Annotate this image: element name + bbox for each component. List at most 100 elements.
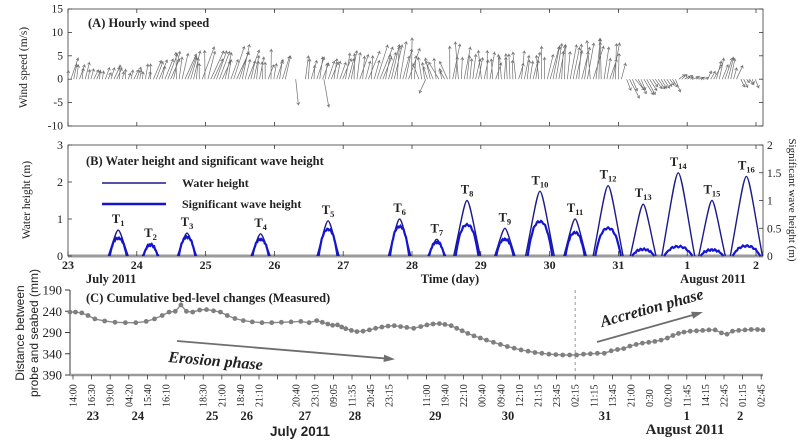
- panel-b-day-label: 30: [544, 258, 556, 272]
- panel-a-axes: [67, 8, 763, 127]
- water-height-curve: [698, 199, 726, 257]
- panel-b-right-ytick-label: 2: [767, 140, 773, 152]
- water-height-curve: [629, 203, 657, 257]
- panel-b-ylabel-right: Significant wave height (m): [786, 138, 798, 261]
- panel-c-time-label: 02:00: [664, 384, 675, 407]
- panel-c-time-label: 11:45: [682, 385, 693, 407]
- wave-height-curve: [699, 247, 725, 257]
- panel-c-time-label: 23:15: [385, 384, 396, 407]
- panel-c-ylabel: probe and seabed (mm): [27, 269, 41, 397]
- panel-c-time-label: 01:15: [738, 384, 749, 407]
- wind-arrows: [66, 37, 760, 109]
- water-height-curve: [592, 184, 624, 257]
- wave-height-curve: [142, 242, 159, 257]
- tide-curves: T1 T2 T3 T4 T5 T6 T7 T8 T9 T10 T11 T12 T13 T14 T15 T16: [107, 155, 764, 257]
- wave-height-curve: [594, 225, 623, 257]
- panel-c-month-left: July 2011: [270, 424, 331, 439]
- panel-b-left-ytick-label: 0: [57, 249, 63, 263]
- panel-c-time-label: 14:00: [69, 384, 80, 407]
- panel-c-day-label: 2: [737, 409, 743, 423]
- panel-c-time-label: 12:10: [515, 384, 526, 407]
- wave-height-curve: [428, 239, 446, 257]
- tide-label: T1: [112, 212, 125, 228]
- wave-height-curve: [731, 244, 762, 257]
- panel-c-time-label: 13:45: [608, 384, 619, 407]
- panel-b-ylabel-left: Water height (m): [21, 161, 33, 239]
- panel-c-time-label: 15:40: [143, 384, 154, 407]
- panel-c-time-label: 21:15: [534, 384, 545, 407]
- panel-b-day-label: 2: [753, 258, 759, 272]
- wave-height-curve: [631, 246, 656, 257]
- panel-c-day-label: 29: [429, 409, 442, 423]
- wave-height-curve: [388, 223, 411, 257]
- panel-b-day-label: 27: [337, 258, 349, 272]
- panel-c-time-label: 00:40: [478, 384, 489, 407]
- panel-c-day-label: 26: [240, 409, 253, 423]
- wave-height-curve: [526, 219, 554, 257]
- tide-label: T14: [670, 155, 688, 171]
- panel-c-month-right: August 2011: [646, 422, 725, 438]
- panel-c-time-label: 09:40: [496, 384, 507, 407]
- wave-height-curve: [177, 234, 197, 257]
- panel-b-month-right: August 2011: [680, 272, 746, 286]
- panel-b-day-label: 23: [62, 258, 74, 272]
- tide-label: T3: [181, 215, 194, 231]
- phase-arrow: [596, 312, 701, 343]
- water-height-curve: [453, 199, 481, 257]
- panel-b-right-ytick-label: 0.5: [767, 223, 782, 235]
- panel-b-day-label: 28: [406, 258, 418, 272]
- panel-b-right-ytick-label: 0: [767, 251, 773, 263]
- wave-height-curve: [564, 230, 586, 257]
- panel-c-bedlevel-chart: 190 240 290 340 390 Distance between probe and…: [13, 269, 768, 439]
- wave-height-curve: [495, 237, 515, 257]
- tide-label: T2: [144, 226, 157, 242]
- panel-c-day-label: 31: [599, 409, 612, 423]
- panel-c-time-label: 11:35: [348, 385, 359, 407]
- panel-c-time-label: 19:40: [441, 384, 452, 407]
- panel-b-day-label: 26: [268, 258, 280, 272]
- panel-c-time-label: 11:15: [589, 385, 600, 407]
- tide-label: T15: [704, 183, 721, 199]
- panel-a-ytick-label: -10: [48, 121, 64, 133]
- panel-c-day-label: 1: [684, 409, 690, 423]
- panel-c-time-label: 09:05: [329, 384, 340, 407]
- panel-c-time-label: 21:00: [217, 384, 228, 407]
- accretion-phase-label: Accretion phase: [598, 286, 706, 331]
- tide-label: T16: [738, 158, 755, 174]
- tide-label: T8: [461, 183, 474, 199]
- panel-c-day-label: 28: [349, 409, 362, 423]
- tide-label: T5: [322, 203, 335, 219]
- tide-label: T11: [567, 201, 583, 217]
- panel-c-time-label: 19:00: [106, 384, 117, 407]
- panel-c-ytick-label: 240: [43, 304, 63, 319]
- panel-c-day-label: 23: [87, 409, 100, 423]
- panel-c-time-label: 04:20: [124, 384, 135, 407]
- panel-a-ytick-label: -5: [53, 97, 63, 109]
- panel-c-ylabel: Distance between: [13, 285, 27, 380]
- panel-c-day-label: 25: [206, 409, 219, 423]
- panel-b-day-label: 1: [684, 258, 690, 272]
- water-height-curve: [563, 218, 587, 257]
- panel-b-title: (B) Water height and significant wave he…: [86, 154, 325, 168]
- panel-b-day-label: 29: [475, 258, 487, 272]
- tide-label: T13: [635, 186, 652, 202]
- panel-c-time-label: 21:10: [255, 384, 266, 407]
- panel-b-day-label: 25: [200, 258, 212, 272]
- panel-a-ytick-label: 10: [52, 27, 64, 39]
- panel-b-month-left: July 2011: [86, 272, 136, 286]
- panel-c-ytick-label: 290: [43, 325, 63, 340]
- wave-height-curve: [663, 244, 694, 257]
- panel-b-legend: Water height Significant wave height: [102, 176, 301, 211]
- erosion-phase-label: Erosion phase: [167, 349, 264, 374]
- wave-height-curve: [317, 227, 339, 257]
- panel-a-ytick-label: 5: [57, 50, 63, 62]
- phase-arrowhead: [383, 354, 395, 362]
- panel-b-day-label: 24: [131, 258, 143, 272]
- wave-height-curve: [251, 237, 270, 257]
- tide-label: T6: [393, 201, 406, 217]
- tide-label: T4: [254, 216, 267, 232]
- panel-c-time-label: 23:45: [552, 384, 563, 407]
